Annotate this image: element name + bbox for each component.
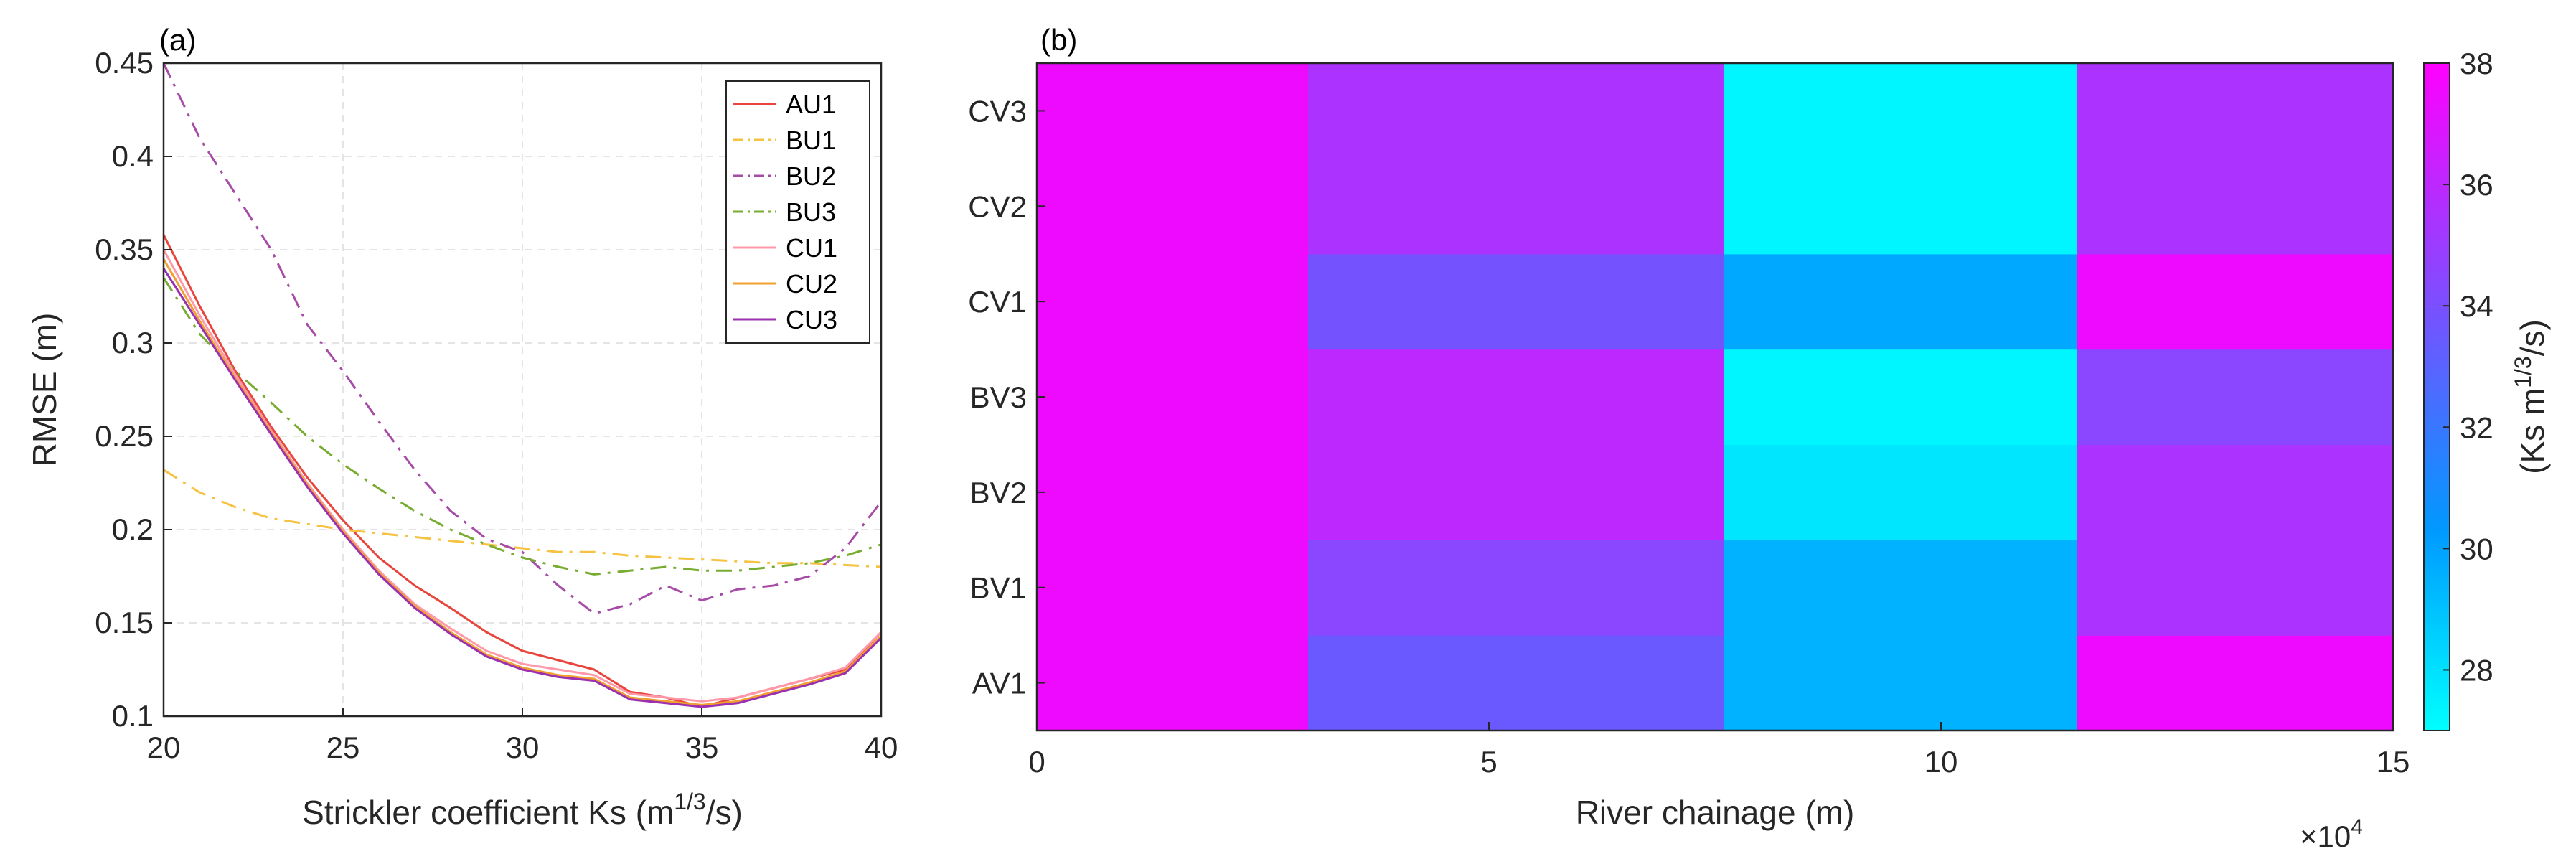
heatmap-cell-bv1 — [1037, 540, 1309, 636]
legend-label-cu2: CU2 — [786, 269, 837, 299]
heatmap-cell-bv2 — [1308, 444, 1725, 540]
heatmap-cell-cv2 — [1724, 158, 2077, 255]
legend-label-cu3: CU3 — [786, 305, 837, 334]
heatmap-cell-cv1 — [2077, 253, 2394, 350]
panel-b-colorbar: 28 30 32 34 36 38 (Ks m1/3/s) — [2423, 47, 2551, 731]
legend-label-bu1: BU1 — [786, 126, 836, 155]
heatmap-cell-cv3 — [1724, 63, 2077, 159]
heatmap-cell-cv3 — [1308, 63, 1725, 159]
legend-label-au1: AU1 — [786, 90, 836, 119]
y-tick-label-bv2: BV2 — [970, 476, 1027, 510]
heatmap-cell-bv2 — [1037, 444, 1309, 540]
heatmap-cell-cv1 — [1037, 253, 1309, 350]
x-tick-label: 10 — [1924, 745, 1958, 779]
legend-label-bu2: BU2 — [786, 161, 836, 191]
heatmap-cell-bv2 — [1724, 444, 2077, 540]
panel-b-x-axis-label: River chainage (m) — [1576, 794, 1855, 831]
x-tick-label: 20 — [147, 731, 181, 764]
legend-box — [725, 80, 870, 344]
heatmap-cell-bv1 — [1724, 540, 2077, 636]
legend-entry-bu3: BU3 — [733, 197, 836, 227]
y-tick-label-bv1: BV1 — [970, 571, 1027, 605]
x-tick-label: 30 — [506, 731, 540, 764]
y-tick-label-cv3: CV3 — [968, 94, 1027, 128]
x-tick-label: 35 — [685, 731, 719, 764]
series-line-cu3 — [162, 268, 883, 708]
colorbar-label: (Ks m1/3/s) — [2510, 319, 2551, 474]
colorbar-tick-label: 30 — [2460, 532, 2493, 565]
heatmap-cell-bv2 — [2077, 444, 2394, 540]
panel-b-y-ticks: AV1 BV1 BV2 BV3 CV1 CV2 CV3 — [968, 94, 1045, 700]
panel-a-legend: AU1 BU1 BU2 BU3 CU1 CU2 — [725, 80, 870, 344]
heatmap-cell-bv3 — [1037, 349, 1309, 446]
heatmap-cell-cv2 — [1037, 158, 1309, 255]
heatmap-cell-bv3 — [1724, 349, 2077, 446]
y-tick-label: 0.45 — [95, 46, 154, 80]
heatmap-cell-bv3 — [2077, 349, 2394, 446]
panel-a-x-ticks: 20 25 30 35 40 — [147, 708, 898, 764]
x-tick-label: 0 — [1028, 745, 1045, 779]
y-tick-label: 0.25 — [95, 419, 154, 453]
colorbar-tick-label: 28 — [2460, 653, 2493, 687]
series-line-bu1 — [163, 469, 882, 568]
panel-a-series-lines — [162, 62, 883, 708]
colorbar-tick-label: 34 — [2460, 289, 2493, 323]
heatmap-cell-bv3 — [1308, 349, 1725, 446]
panel-b-x-ticks: 0 5 10 15 — [1028, 722, 2410, 779]
legend-entry-bu2: BU2 — [733, 161, 836, 191]
heatmap-cell-bv1 — [2077, 540, 2394, 636]
colorbar-tick-label: 32 — [2460, 410, 2493, 444]
legend-entry-cu2: CU2 — [733, 269, 837, 299]
panel-a-x-axis-label: Strickler coefficient Ks (m1/3/s) — [302, 789, 743, 831]
panel-b-label: (b) — [1040, 23, 1077, 57]
y-tick-label: 0.35 — [95, 233, 154, 266]
legend-entry-au1: AU1 — [733, 90, 836, 119]
legend-entry-cu3: CU3 — [733, 305, 837, 334]
y-tick-label-cv1: CV1 — [968, 285, 1027, 319]
y-tick-label: 0.3 — [112, 326, 154, 360]
colorbar-tick-label: 36 — [2460, 168, 2493, 202]
legend-entry-bu1: BU1 — [733, 126, 836, 155]
panel-b-heatmap-cells — [1037, 63, 2394, 731]
y-tick-label-bv3: BV3 — [970, 380, 1027, 414]
heatmap-cell-av1 — [1724, 635, 2077, 731]
y-tick-label: 0.15 — [95, 606, 154, 639]
heatmap-cell-cv2 — [1308, 158, 1725, 255]
y-tick-label: 0.2 — [112, 512, 154, 546]
heatmap-cell-av1 — [1308, 635, 1725, 731]
panel-b-x-multiplier: ×104 — [2300, 815, 2363, 853]
legend-label-cu1: CU1 — [786, 233, 837, 263]
panel-a-label: (a) — [159, 23, 196, 57]
heatmap-cell-av1 — [1037, 635, 1309, 731]
colorbar-ticks: 28 30 32 34 36 38 — [2443, 47, 2493, 687]
y-tick-label-av1: AV1 — [972, 667, 1027, 700]
colorbar-tick-label: 38 — [2460, 47, 2493, 80]
series-line-bu2 — [162, 62, 883, 615]
heatmap-cell-cv2 — [2077, 158, 2394, 255]
x-tick-label: 25 — [326, 731, 360, 764]
legend-entry-cu1: CU1 — [733, 233, 837, 263]
heatmap-cell-bv1 — [1308, 540, 1725, 636]
legend-label-bu3: BU3 — [786, 197, 836, 227]
heatmap-cell-cv1 — [1308, 253, 1725, 350]
heatmap-cell-cv3 — [2077, 63, 2394, 159]
heatmap-cell-av1 — [2077, 635, 2394, 731]
panel-a-line-chart: (a) 20 25 30 35 40 0.10.150.20.250.30.350.40… — [26, 23, 898, 831]
y-tick-label: 0.1 — [112, 699, 154, 733]
panel-a-y-axis-label: RMSE (m) — [26, 313, 63, 467]
x-tick-label: 40 — [865, 731, 898, 764]
y-tick-label-cv2: CV2 — [968, 189, 1027, 223]
y-tick-label: 0.4 — [112, 139, 154, 173]
colorbar-gradient — [2423, 62, 2450, 731]
heatmap-cell-cv3 — [1037, 63, 1309, 159]
x-tick-label: 15 — [2377, 745, 2410, 779]
x-tick-label: 5 — [1480, 745, 1497, 779]
heatmap-cell-cv1 — [1724, 253, 2077, 350]
panel-a-y-ticks: 0.1 0.15 0.2 0.25 0.3 0.35 0.4 0.45 — [95, 46, 172, 733]
series-line-bu3 — [162, 277, 882, 576]
panel-b-heatmap: (b) 0 5 10 15 AV1 BV1 BV2 BV3 CV1 CV2 CV3 River c… — [968, 23, 2551, 853]
